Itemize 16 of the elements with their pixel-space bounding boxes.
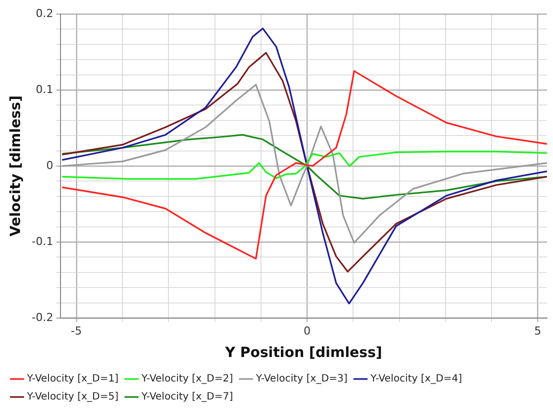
y-axis-title: Velocity [dimless]	[8, 96, 24, 236]
x-tick-label: 0	[304, 324, 311, 338]
y-tick-label: 0.2	[36, 6, 54, 20]
y-tick-label: 0	[46, 158, 54, 172]
legend-label: Y-Velocity [x_D=4]	[370, 374, 462, 385]
y-tick-label: 0.1	[36, 82, 54, 96]
legend-label: Y-Velocity [x_D=2]	[140, 374, 234, 385]
legend-label: Y-Velocity [x_D=1]	[26, 374, 119, 385]
y-tick-label: -0.1	[32, 234, 54, 248]
x-tick-label: -5	[70, 324, 82, 338]
x-axis-title: Y Position [dimless]	[224, 345, 382, 362]
legend-label: Y-Velocity [x_D=7]	[140, 392, 234, 403]
x-tick-label: 5	[534, 324, 542, 338]
y-tick-label: -0.2	[32, 310, 54, 324]
legend-label: Y-Velocity [x_D=3]	[255, 374, 348, 385]
legend-label: Y-Velocity [x_D=5]	[26, 392, 119, 403]
